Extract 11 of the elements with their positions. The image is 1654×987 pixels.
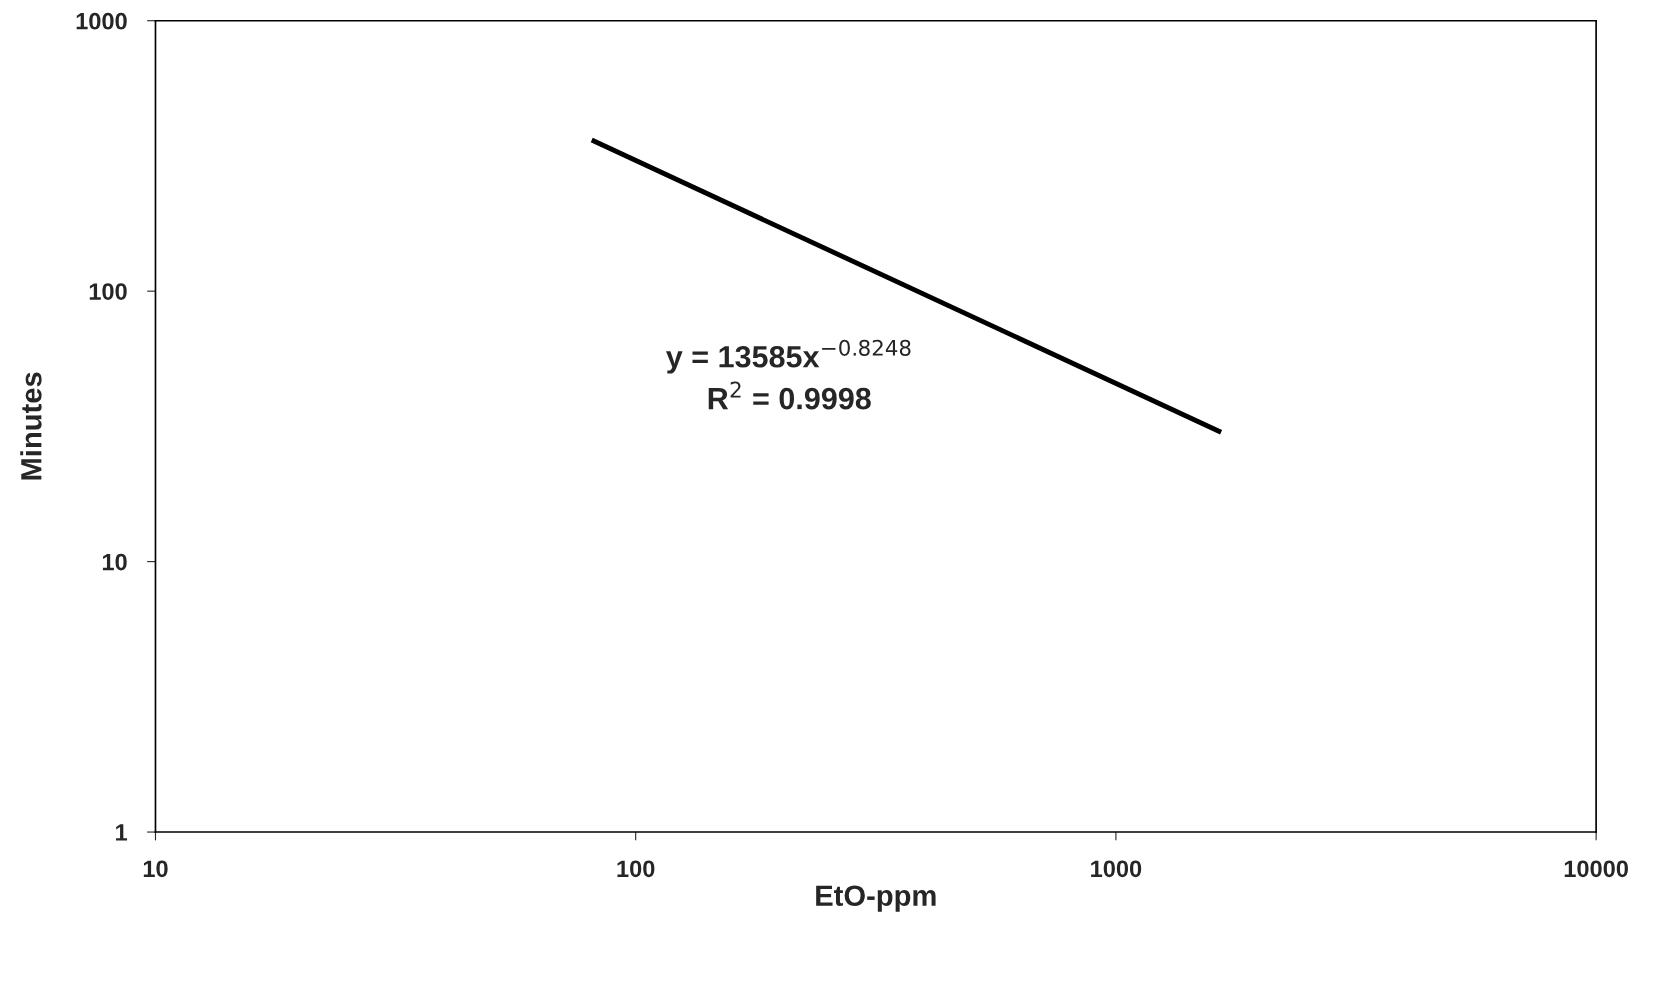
y-tick-label: 1 — [116, 824, 128, 841]
x-tick-label: 10 — [143, 860, 168, 878]
text: y = 13585x$^{−0.8248}$ R$^{2}$ = 0.9998 — [666, 339, 911, 410]
x-tick-label: 100 — [617, 860, 655, 878]
x-axis-title: EtO-ppm — [816, 885, 936, 912]
y-tick-label: 100 — [89, 283, 127, 300]
y-tick-label: 10 — [102, 553, 127, 571]
x-tick-label: 10000 — [1564, 860, 1628, 878]
y-tick-label: 1000 — [76, 12, 127, 30]
y-axis-title: Minutes — [20, 372, 42, 480]
x-tick-label: 1000 — [1091, 860, 1142, 878]
